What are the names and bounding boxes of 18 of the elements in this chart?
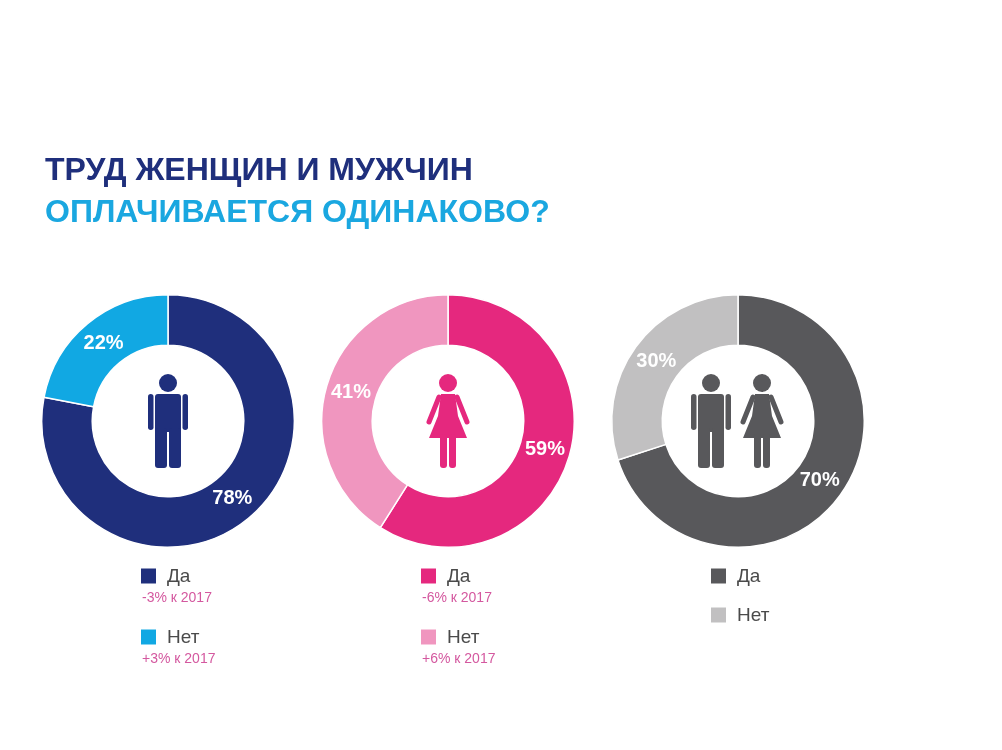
text: -3% к 2017 (142, 588, 213, 605)
text: +3% к 2017 (142, 649, 216, 666)
legend-label: Нет (167, 626, 200, 648)
text: -6% к 2017 (422, 588, 493, 605)
data-label: 41% (330, 380, 372, 403)
chart-subtitle: ОПЛАЧИВАЕТСЯ ОДИНАКОВО? (45, 192, 550, 231)
legend-label: Да (167, 565, 191, 587)
legend-label: Да (737, 565, 761, 587)
legend-label: Нет (447, 626, 480, 648)
data-label: 30% (636, 349, 677, 372)
data-label: 59% (524, 436, 566, 459)
data-label: 70% (799, 467, 840, 490)
data-label: 78% (212, 486, 253, 509)
chart-title: ТРУД ЖЕНЩИН И МУЖЧИН (45, 150, 473, 189)
legend-label: Нет (737, 604, 770, 626)
text: +6% к 2017 (422, 649, 496, 666)
data-label: 22% (83, 330, 124, 353)
legend-label: Да (447, 565, 471, 587)
